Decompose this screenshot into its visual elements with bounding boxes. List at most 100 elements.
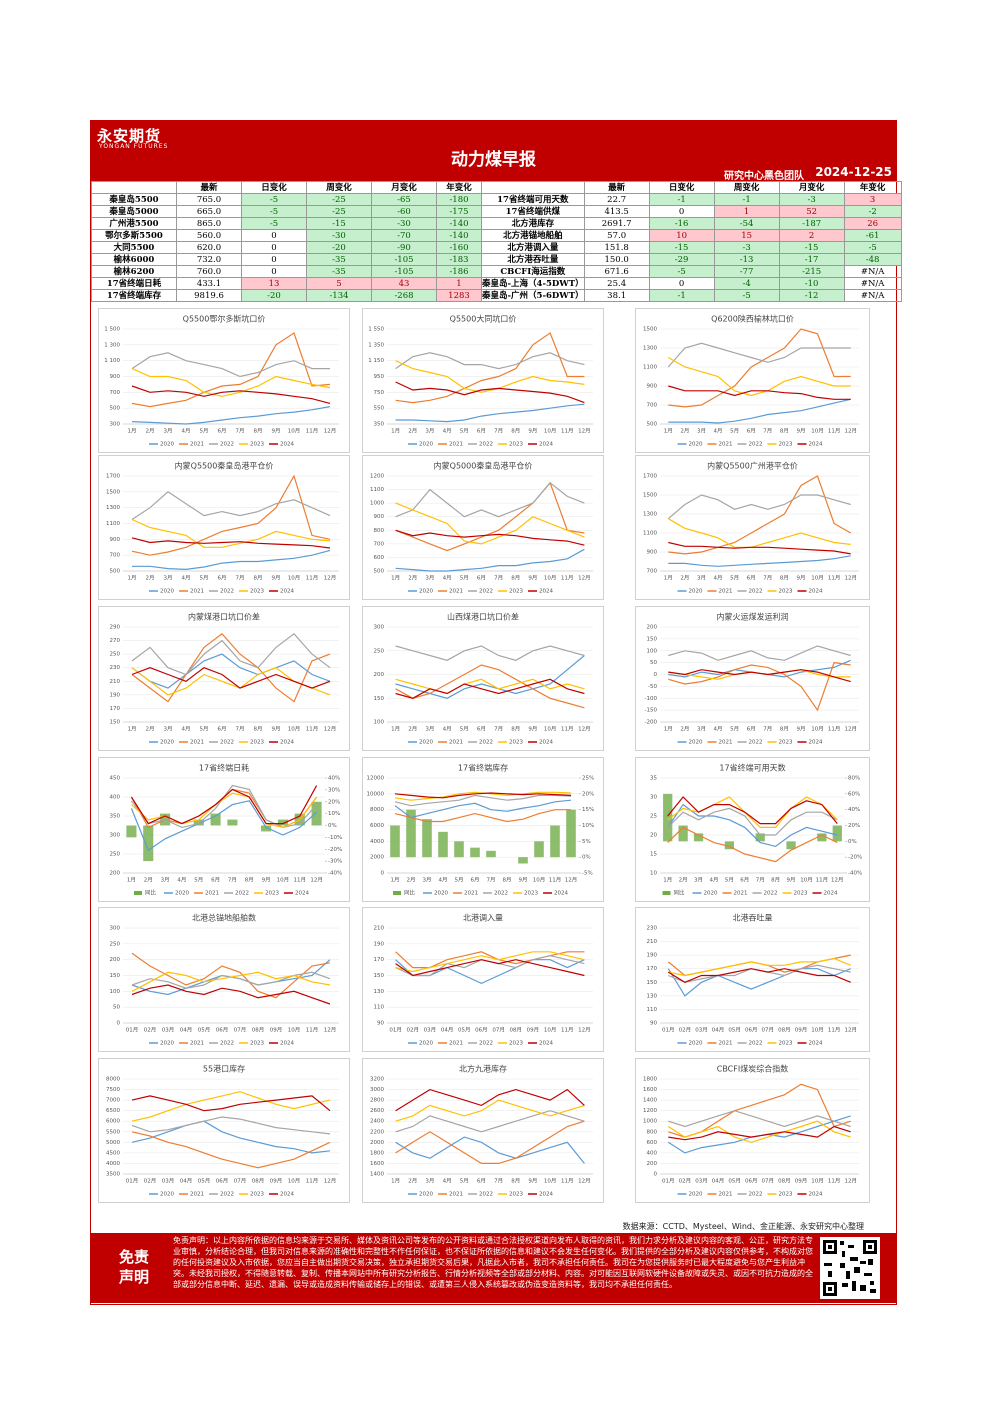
y-tick-label: 170 xyxy=(374,957,385,963)
cell: -20 xyxy=(241,289,307,302)
y-tick-label: 500 xyxy=(110,406,121,412)
bar xyxy=(566,809,576,858)
y-tick-label: 30 xyxy=(650,795,657,801)
y-tick-label: 600 xyxy=(647,1140,658,1146)
y-tick-label: 250 xyxy=(110,852,121,858)
x-tick-label: 05月 xyxy=(198,1027,211,1034)
y2-tick-label: 40% xyxy=(328,776,340,782)
line xyxy=(131,368,331,397)
bar xyxy=(227,819,238,826)
legend-label: 同比 xyxy=(404,889,416,897)
x-tick-label: 11月 xyxy=(828,726,841,733)
x-tick-label: 7月 xyxy=(228,877,237,884)
y2-tick-label: 40% xyxy=(848,807,860,813)
cell: 0 xyxy=(241,241,307,254)
line xyxy=(395,529,585,546)
x-tick-label: 1月 xyxy=(391,1178,400,1185)
x-tick-label: 3月 xyxy=(425,428,434,435)
y-tick-label: 2000 xyxy=(370,1140,384,1146)
line xyxy=(395,481,585,552)
cell: -61 xyxy=(843,229,902,242)
cell: -134 xyxy=(306,289,372,302)
cell: 22.7 xyxy=(583,193,650,206)
x-tick-label: 1月 xyxy=(128,575,137,582)
summary-table: 最新 日变化 周变化 月变化 年变化 最新 日变化 周变化 月变化 年变化 秦皇岛5500 765.0… xyxy=(91,181,902,302)
x-tick-label: 5月 xyxy=(460,428,469,435)
cell: -105 xyxy=(371,265,437,278)
chart: 内蒙Q5500广州港平仓价 700 900 1100 1300 1500 1700 1月 2月 3… xyxy=(635,455,870,600)
x-tick-label: 12月 xyxy=(578,1178,591,1185)
chart-title: 55港口库存 xyxy=(203,1064,245,1074)
x-tick-label: 10月 xyxy=(288,726,301,733)
cell: -1 xyxy=(648,289,715,302)
cell: 3 xyxy=(843,193,902,206)
x-tick-label: 12月 xyxy=(844,726,857,733)
cell: 38.1 xyxy=(583,289,650,302)
y-tick-label: 900 xyxy=(647,550,658,556)
row-name: 大同5500 xyxy=(91,241,177,254)
cell: -5 xyxy=(843,241,902,254)
legend-label: 2023 xyxy=(794,891,808,897)
legend-label: 2021 xyxy=(449,442,463,448)
line xyxy=(131,632,331,703)
cell: 0 xyxy=(241,229,307,242)
cell: -5 xyxy=(241,205,307,218)
x-tick-label: 11月 xyxy=(306,1178,319,1185)
x-tick-label: 11月 xyxy=(816,877,829,884)
line xyxy=(668,669,851,683)
y-tick-label: 6500 xyxy=(106,1108,120,1114)
cell: 0 xyxy=(648,277,715,290)
line xyxy=(131,1116,331,1135)
x-tick-label: 10月 xyxy=(544,1178,557,1185)
legend-label: 2022 xyxy=(749,442,763,448)
x-tick-label: 2月 xyxy=(408,575,417,582)
legend-label: 2020 xyxy=(160,1192,174,1198)
legend-label: 2023 xyxy=(250,589,264,595)
x-tick-label: 02月 xyxy=(144,1027,157,1034)
x-tick-label: 12月 xyxy=(578,575,591,582)
y2-tick-label: 5% xyxy=(582,839,591,845)
x-tick-label: 1月 xyxy=(391,575,400,582)
cell: 732.0 xyxy=(176,253,242,266)
y-tick-label: 1800 xyxy=(370,1150,384,1156)
x-tick-label: 8月 xyxy=(511,726,520,733)
chart: Q6200陕西榆林坑口价 500 700 900 1100 1300 1500 1月 2月 3月 4… xyxy=(635,308,870,453)
cell: 57.0 xyxy=(583,229,650,242)
y-tick-label: 200 xyxy=(110,957,121,963)
x-tick-label: 5月 xyxy=(725,877,734,884)
x-tick-label: 9月 xyxy=(528,1178,537,1185)
legend-label: 2020 xyxy=(689,589,703,595)
x-tick-label: 7月 xyxy=(494,726,503,733)
x-tick-label: 12月 xyxy=(578,726,591,733)
line xyxy=(668,661,851,712)
cell: -25 xyxy=(306,193,372,206)
line xyxy=(395,959,585,985)
y2-tick-label: 60% xyxy=(848,791,860,797)
bar xyxy=(693,833,704,842)
x-tick-label: 2月 xyxy=(407,877,416,884)
legend-label: 2021 xyxy=(190,740,204,746)
x-tick-label: 3月 xyxy=(425,1178,434,1185)
y-tick-label: 250 xyxy=(110,941,121,947)
legend-label: 2021 xyxy=(449,589,463,595)
cell: -186 xyxy=(436,265,482,278)
line xyxy=(667,968,851,983)
x-tick-label: 04月 xyxy=(712,1027,725,1034)
line xyxy=(131,632,331,676)
x-tick-label: 2月 xyxy=(408,1178,417,1185)
x-tick-label: 2月 xyxy=(680,428,689,435)
legend-label: 2024 xyxy=(280,1192,294,1198)
legend-label: 2020 xyxy=(160,589,174,595)
cell: 560.0 xyxy=(176,229,242,242)
y2-tick-label: -40% xyxy=(848,871,862,877)
x-tick-label: 11月 xyxy=(306,1027,319,1034)
x-tick-label: 09月 xyxy=(527,1027,540,1034)
bar xyxy=(786,841,796,850)
y-tick-label: 8000 xyxy=(370,807,384,813)
line xyxy=(131,474,331,556)
y-tick-label: 2200 xyxy=(370,1129,384,1135)
chart-title: 内蒙Q5500秦皇岛港平仓价 xyxy=(175,461,274,471)
row-name: 广州港5500 xyxy=(91,217,177,230)
x-tick-label: 6月 xyxy=(477,726,486,733)
line xyxy=(394,799,572,819)
